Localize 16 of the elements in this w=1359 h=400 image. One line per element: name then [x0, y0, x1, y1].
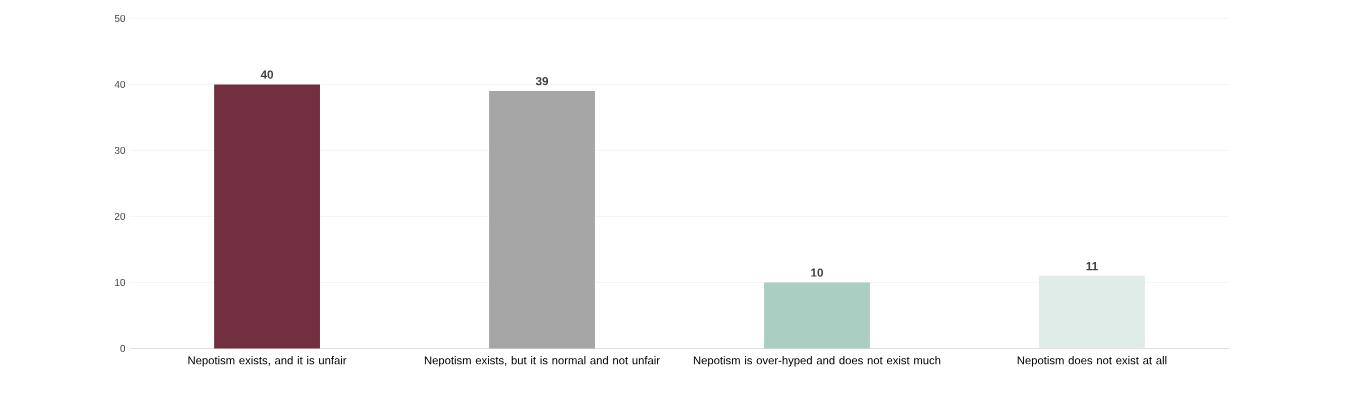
y-tick-label: 10: [115, 279, 126, 287]
bar: [764, 282, 870, 349]
data-label: 10: [811, 268, 824, 277]
x-tick-label: Nepotism does not exist at all: [1017, 356, 1167, 367]
x-tick-label: Nepotism exists, and it is unfair: [188, 356, 347, 367]
y-tick-label: 30: [114, 147, 126, 155]
x-tick-label: Nepotism is over-hyped and does not exist much: [693, 356, 941, 367]
data-label: 11: [1086, 262, 1098, 271]
y-tick-label: 0: [120, 345, 126, 353]
x-tick-label: Nepotism exists, but it is normal and not unfair: [424, 356, 660, 367]
data-label: 40: [260, 70, 274, 79]
y-tick-label: 20: [114, 213, 126, 221]
y-tick-label: 50: [114, 15, 126, 23]
y-tick-label: 40: [114, 81, 126, 89]
data-label: 39: [535, 77, 549, 86]
bar: [214, 84, 320, 349]
